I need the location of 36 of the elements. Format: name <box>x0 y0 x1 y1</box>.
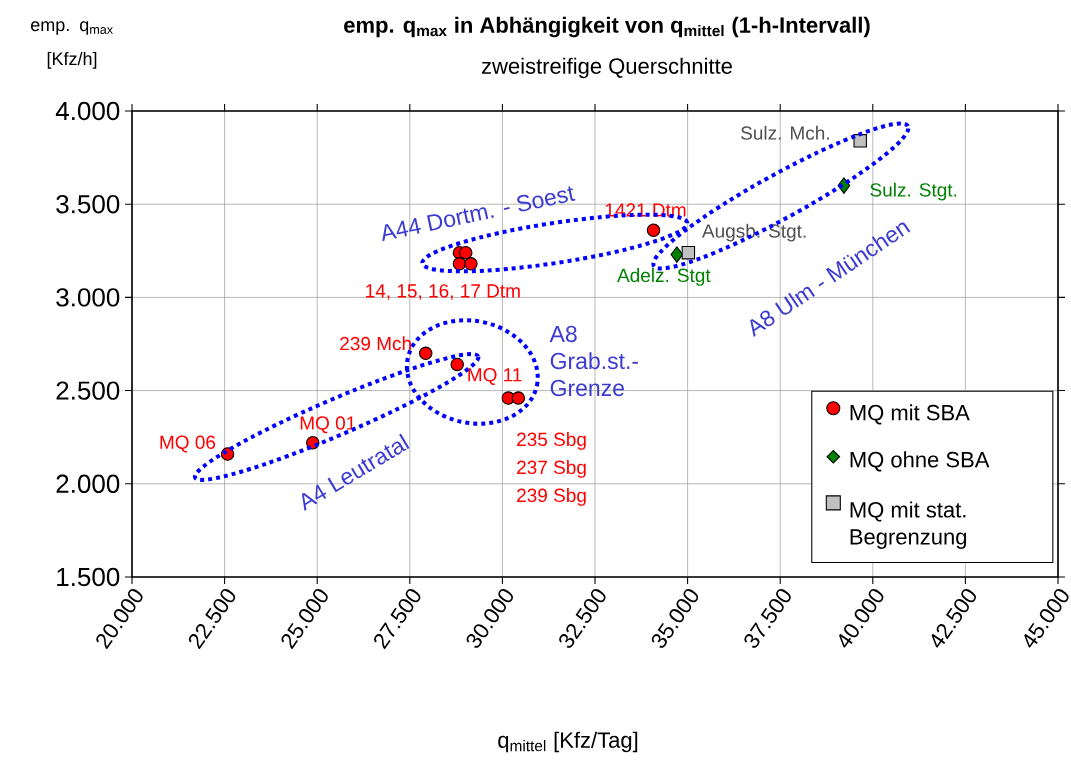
chart-subtitle: zweistreifige Querschnitte <box>481 57 732 79</box>
chart-title: emp. q$_{max}$ in Abhängigkeit von q$_{mittel}$ (1-h-Intervall) <box>344 16 870 38</box>
y-tick-label: 2.500 <box>56 381 120 400</box>
annotation: Sulz. Mch. <box>741 125 829 140</box>
point <box>681 245 696 260</box>
point <box>853 134 867 148</box>
y-tick-label: 4.000 <box>55 101 120 121</box>
legend-label: MQ ohne SBA <box>850 451 990 472</box>
legend-label: MQ mit SBA <box>850 404 970 425</box>
y-tick-label: 3.000 <box>56 288 120 307</box>
annotation: A44 Dortm. - Soest <box>382 186 576 242</box>
point <box>646 223 661 238</box>
annotation: A8 Grab.st.- Grenze <box>549 325 639 397</box>
point <box>459 245 473 260</box>
point <box>418 346 433 361</box>
annotation: MQ 06 <box>160 435 216 453</box>
annotation: 237 Sbg <box>517 460 586 478</box>
y-tick-label: 1.500 <box>57 567 120 587</box>
annotation: MQ 11 <box>468 368 522 385</box>
annotation: 239 Mch <box>340 336 411 351</box>
point <box>670 246 684 263</box>
annotation: Augsb. Stgt. <box>701 223 806 242</box>
point <box>511 391 526 405</box>
y-tick-label: 3.500 <box>56 194 120 214</box>
annotation: 239 Sbg <box>517 488 586 506</box>
annotation: 14, 15, 16, 17 Dtm <box>366 284 520 300</box>
point <box>452 257 467 271</box>
annotation: Adelz. Stgt <box>617 268 711 286</box>
legend-label: MQ mit stat. Begrenzung <box>850 501 967 549</box>
annotation: 235 Sbg <box>517 432 586 450</box>
point <box>464 257 478 271</box>
x-axis-title: q$_{mittel}$ [Kfz/Tag] <box>498 731 638 753</box>
point <box>450 357 464 372</box>
text: emp. q$_{max}$ [Kfz/h] <box>31 21 113 69</box>
annotation: Sulz. Stgt. <box>870 182 957 201</box>
y-tick-label: 2.000 <box>56 474 120 493</box>
